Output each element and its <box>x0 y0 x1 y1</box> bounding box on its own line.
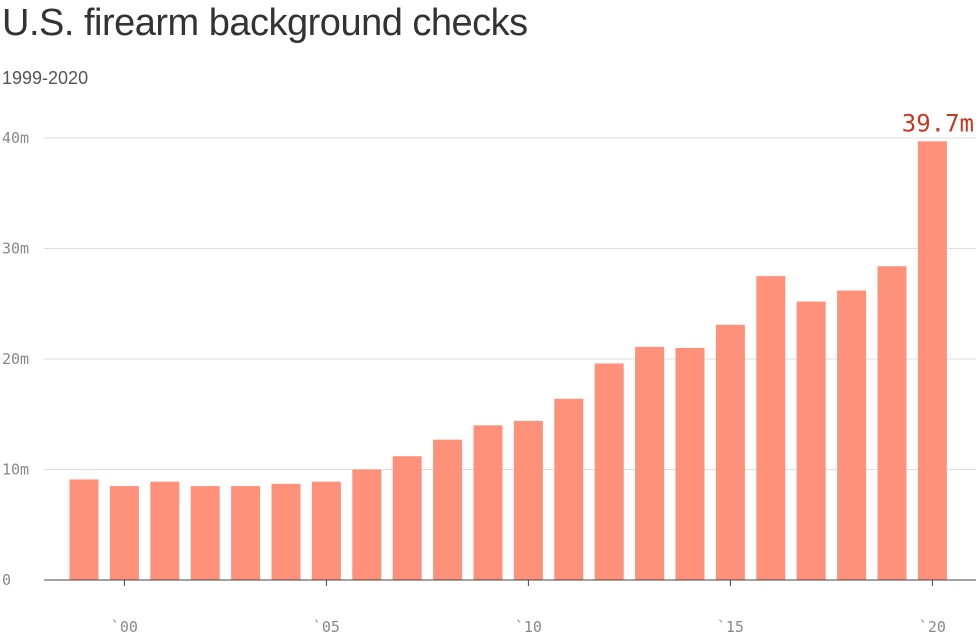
bar-2004 <box>271 483 301 580</box>
x-axis-labels: `00 `05 `10 `15 `20 <box>111 580 946 636</box>
bar-2017 <box>796 301 826 580</box>
bar-2015 <box>715 324 745 580</box>
bar-2006 <box>352 469 382 580</box>
bar-2008 <box>433 439 463 580</box>
bar-2020 <box>917 141 947 580</box>
y-tick-label: 10m <box>2 461 29 479</box>
chart-subtitle: 1999-2020 <box>2 68 89 88</box>
y-tick-label: 20m <box>2 350 29 368</box>
bars <box>69 141 947 580</box>
bar-2001 <box>150 481 180 580</box>
y-tick-label: 40m <box>2 129 29 147</box>
x-tick-label: `00 <box>111 618 138 636</box>
bar-2014 <box>675 347 705 580</box>
bar-2000 <box>109 486 139 580</box>
bar-2003 <box>231 486 261 580</box>
chart-title: U.S. firearm background checks <box>2 2 528 44</box>
bar-2007 <box>392 456 422 580</box>
x-tick-label: `15 <box>717 618 744 636</box>
bar-2018 <box>837 290 867 580</box>
bar-2012 <box>594 363 624 580</box>
x-tick-label: `20 <box>919 618 946 636</box>
bar-2016 <box>756 276 786 580</box>
bar-2005 <box>311 481 341 580</box>
y-tick-label: 30m <box>2 240 29 258</box>
bar-2009 <box>473 425 503 580</box>
bar-2002 <box>190 486 220 580</box>
bar-1999 <box>69 479 99 580</box>
x-tick-label: `05 <box>313 618 340 636</box>
y-axis-labels: 0 10m 20m 30m 40m <box>2 129 29 589</box>
y-tick-label: 0 <box>2 571 11 589</box>
bar-2011 <box>554 398 584 580</box>
bar-2019 <box>877 266 907 580</box>
bar-2010 <box>513 420 543 580</box>
value-annotation: 39.7m <box>902 109 974 137</box>
gridlines <box>44 137 976 470</box>
bar-2013 <box>635 346 665 580</box>
annotations: 39.7m <box>902 109 974 137</box>
x-tick-label: `10 <box>515 618 542 636</box>
